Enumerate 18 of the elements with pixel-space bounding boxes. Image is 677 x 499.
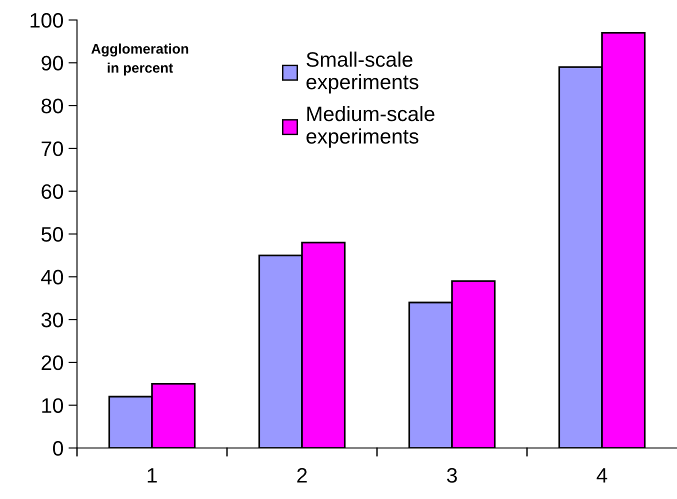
y-tick-label: 90: [42, 56, 63, 71]
x-tick-label: 1: [148, 468, 157, 483]
legend-label: Medium-scale experiments: [306, 106, 434, 148]
x-tick-label: 4: [596, 468, 608, 483]
y-tick-label: 10: [42, 398, 63, 413]
y-tick-label: 0: [53, 441, 63, 456]
y-tick-label: 70: [42, 141, 63, 156]
legend-label: Small-scale experiments: [306, 52, 418, 94]
y-tick-label: 20: [42, 355, 63, 370]
y-tick-label: 60: [42, 184, 63, 199]
x-tick-label: 3: [447, 468, 457, 483]
y-tick-label: 50: [41, 227, 63, 242]
y-tick-label: 80: [42, 98, 63, 114]
y-tick-label: 40: [41, 270, 63, 285]
y-tick-label: 100: [30, 13, 63, 28]
x-tick-label: 2: [297, 468, 307, 483]
y-axis-title: Agglomeration in percent: [91, 44, 188, 76]
y-tick-label: 30: [41, 312, 63, 328]
